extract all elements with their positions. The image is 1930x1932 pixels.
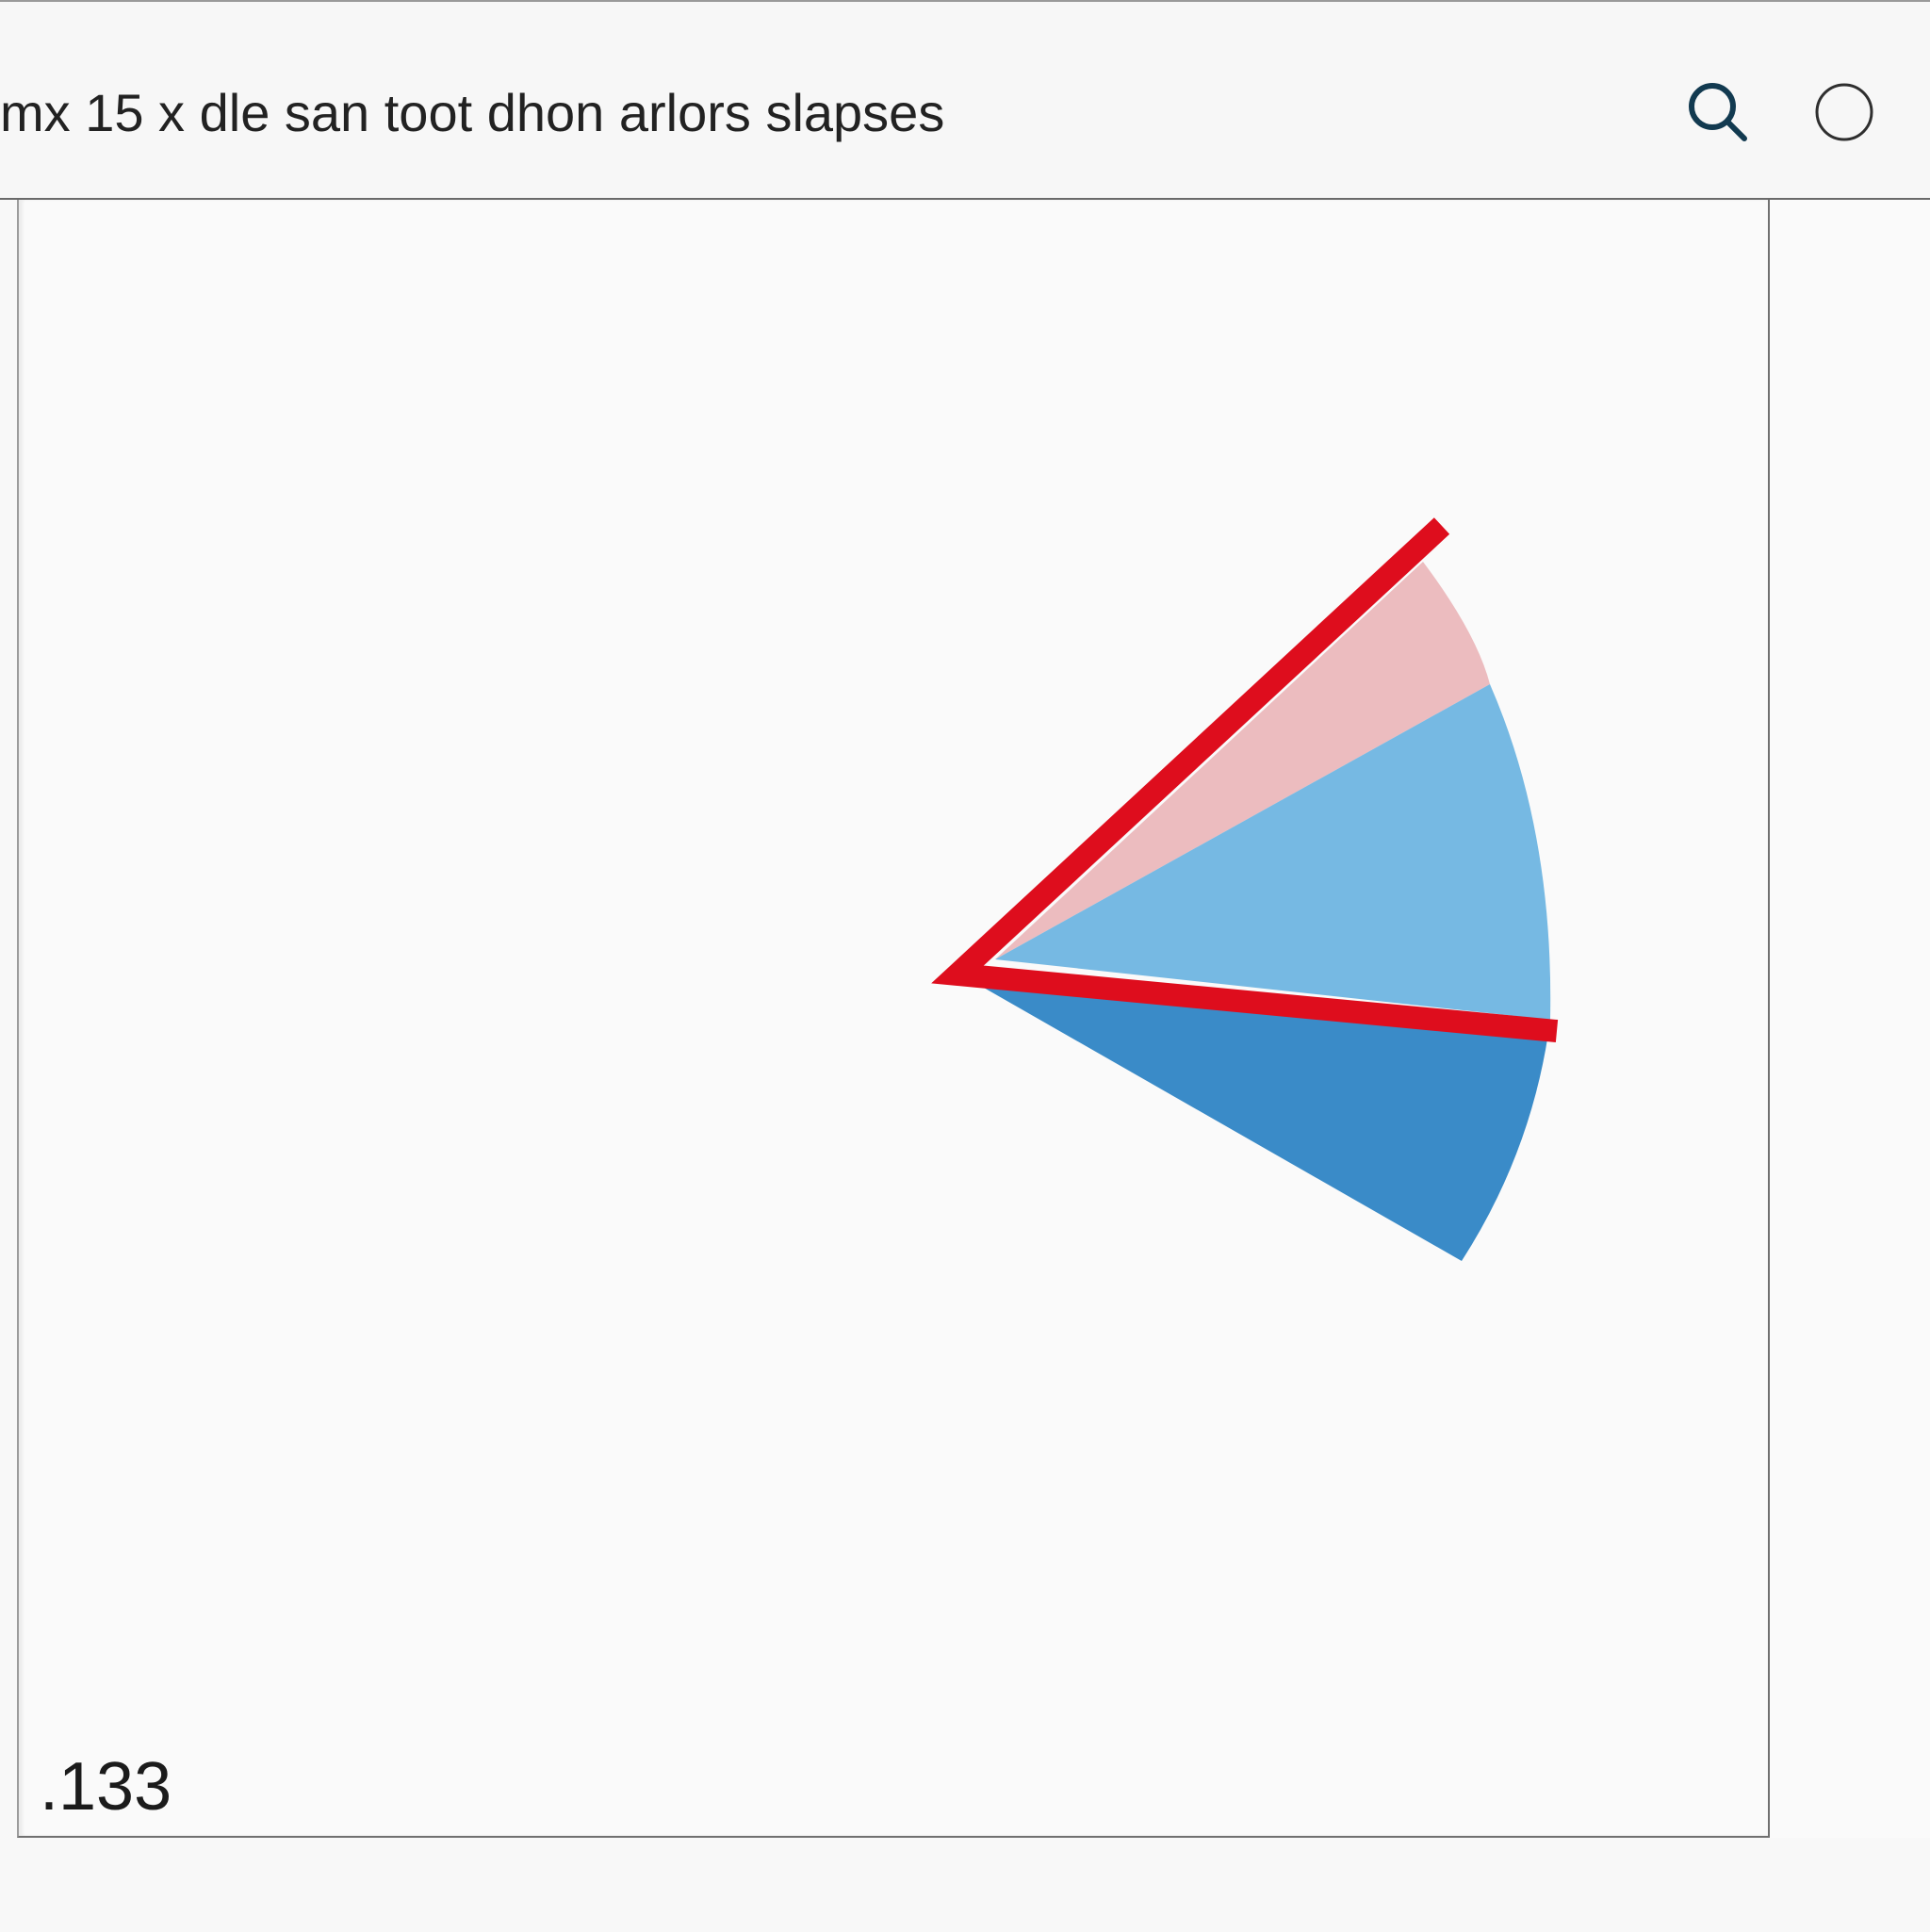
light-blue-wedge[interactable] [995,684,1551,1020]
drawing-canvas[interactable]: .133 [17,200,1770,1838]
coordinate-readout: .133 [40,1749,172,1825]
light-red-wedge[interactable] [995,562,1490,959]
title-bar: mx 15 x dle san toot dhon arlors slapses [0,2,1930,200]
window-title: mx 15 x dle san toot dhon arlors slapses [0,83,945,142]
search-icon [1689,83,1747,141]
shapes-svg [931,517,1559,1261]
search-button[interactable] [1676,70,1760,155]
bottom-bar [0,1838,1930,1932]
blue-wedge[interactable] [957,973,1550,1261]
right-side-panel [1770,200,1930,1838]
circle-icon [1815,83,1873,141]
circle-button[interactable] [1802,70,1887,155]
red-angle-line[interactable] [931,517,1559,1042]
